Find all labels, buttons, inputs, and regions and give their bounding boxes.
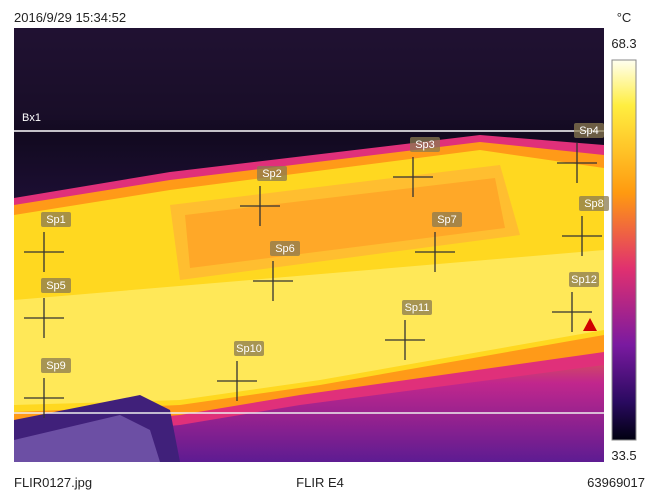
color-bar xyxy=(611,59,637,441)
spot-label-bg xyxy=(410,137,440,152)
serial-number: 63969017 xyxy=(587,475,645,490)
spot-label-bg xyxy=(432,212,462,227)
unit: °C xyxy=(617,10,632,25)
spot-label: Sp6 xyxy=(275,243,295,255)
spot-label: Sp2 xyxy=(262,168,282,180)
spot-label: Sp7 xyxy=(437,214,457,226)
spot-label-bg xyxy=(270,241,300,256)
file-name: FLIR0127.jpg xyxy=(14,475,92,490)
spot-label-bg xyxy=(41,212,71,227)
spot-label-bg xyxy=(234,341,264,356)
spot-label: Sp9 xyxy=(46,360,66,372)
spot-label-bg xyxy=(402,300,432,315)
spots: Sp1 Sp2 Sp3 Sp4 Sp5 Sp6 Sp7 Sp8 Sp9 Sp10 Sp11 Sp12 xyxy=(24,123,609,418)
spot-label: Sp11 xyxy=(405,302,430,314)
spot-label-bg xyxy=(579,196,609,211)
spot-label: Sp8 xyxy=(584,198,604,210)
thermal-image xyxy=(14,28,604,462)
spot-label: Sp5 xyxy=(46,280,66,292)
scale-max: 68.3 xyxy=(611,36,636,51)
spot-label: Sp10 xyxy=(236,343,262,355)
box-label: Bx1 xyxy=(22,112,41,124)
spot-label-bg xyxy=(569,272,599,287)
hot-marker xyxy=(583,318,597,331)
measurement-box: Bx1 xyxy=(14,112,604,414)
spot-label: Sp3 xyxy=(415,139,435,151)
spot-label: Sp12 xyxy=(571,274,597,286)
camera-model: FLIR E4 xyxy=(296,475,344,490)
spot-label: Sp1 xyxy=(46,214,66,226)
timestamp: 2016/9/29 15:34:52 xyxy=(14,10,126,25)
spot-label-bg xyxy=(257,166,287,181)
spot-label: Sp4 xyxy=(579,125,599,137)
spot-label-bg xyxy=(41,358,71,373)
spot-label-bg xyxy=(41,278,71,293)
spot-label-bg xyxy=(574,123,604,138)
scale-min: 33.5 xyxy=(611,448,636,463)
